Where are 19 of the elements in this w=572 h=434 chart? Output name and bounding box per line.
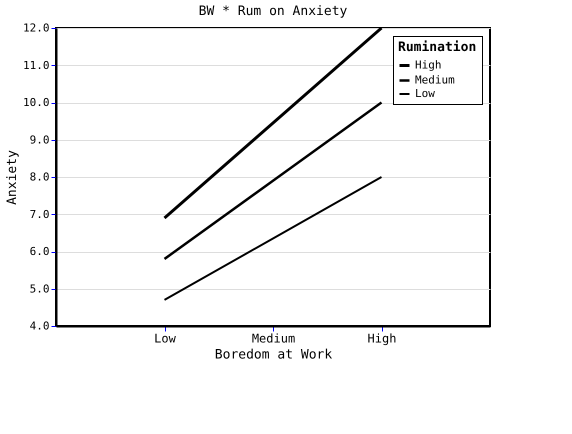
x-axis-title: Boredom at Work: [214, 348, 332, 362]
chart-title: BW * Rum on Anxiety: [198, 4, 348, 19]
y-tick-label: 8.0: [30, 170, 50, 184]
y-tick-label: 9.0: [30, 133, 50, 146]
y-tick-label: 7.0: [30, 208, 50, 221]
y-axis-title: Anxiety: [5, 150, 20, 205]
x-tick-label: Low: [154, 332, 177, 346]
y-tick-label: 6.0: [30, 245, 50, 258]
legend-label: High: [415, 58, 442, 72]
y-tick-label: 10.0: [23, 96, 50, 109]
y-tick-label: 4.0: [30, 320, 50, 332]
x-tick-label: Medium: [252, 332, 296, 346]
legend-label: Medium: [415, 74, 456, 86]
y-tick-label: 12.0: [23, 22, 50, 34]
x-tick-label: High: [368, 332, 396, 346]
legend-label: Low: [415, 87, 436, 100]
legend-title: Rumination: [398, 40, 476, 55]
y-tick-label: 11.0: [23, 58, 50, 72]
y-tick-label: 5.0: [30, 282, 50, 296]
